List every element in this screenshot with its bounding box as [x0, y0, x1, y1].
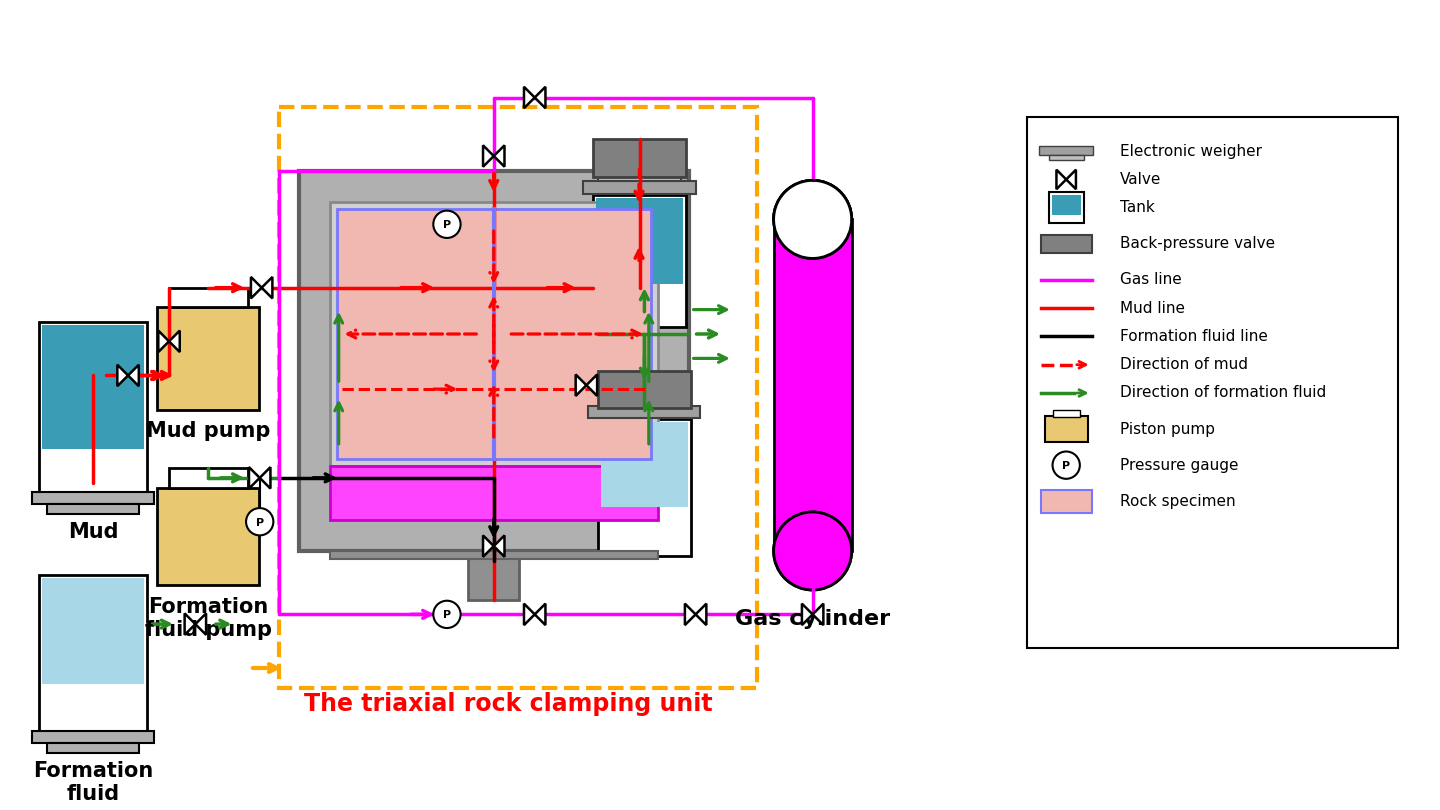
Bar — [600, 422, 688, 507]
Bar — [48, 743, 138, 752]
Text: Formation
fluid: Formation fluid — [33, 761, 153, 804]
Bar — [1045, 416, 1087, 441]
Bar — [468, 551, 518, 599]
Bar — [596, 198, 683, 284]
Polygon shape — [802, 603, 812, 625]
Bar — [589, 406, 700, 418]
Bar — [1051, 195, 1081, 215]
Bar — [48, 504, 138, 514]
Text: Piston pump: Piston pump — [1120, 421, 1215, 437]
Ellipse shape — [773, 512, 851, 590]
Bar — [1053, 410, 1080, 417]
Text: Mud line: Mud line — [1120, 301, 1185, 316]
Bar — [1048, 192, 1084, 224]
Bar — [157, 307, 259, 410]
Bar — [298, 171, 688, 551]
Text: Back-pressure valve: Back-pressure valve — [1120, 237, 1274, 251]
Polygon shape — [158, 330, 168, 352]
Text: P: P — [256, 518, 264, 527]
Circle shape — [433, 211, 461, 238]
Ellipse shape — [773, 181, 851, 258]
Polygon shape — [249, 467, 259, 488]
Polygon shape — [586, 374, 598, 396]
Polygon shape — [128, 364, 138, 386]
Polygon shape — [534, 87, 546, 109]
Bar — [157, 488, 259, 585]
Text: Formation fluid line: Formation fluid line — [1120, 329, 1267, 344]
Polygon shape — [1066, 169, 1076, 190]
Bar — [1048, 155, 1084, 160]
Polygon shape — [773, 181, 851, 220]
Polygon shape — [524, 603, 534, 625]
Polygon shape — [1057, 169, 1066, 190]
Bar — [1041, 489, 1092, 513]
Text: P: P — [1063, 461, 1070, 471]
Text: Direction of formation fluid: Direction of formation fluid — [1120, 386, 1326, 400]
Text: Tank: Tank — [1120, 200, 1155, 215]
Polygon shape — [482, 145, 494, 167]
Bar — [598, 420, 691, 556]
Text: P: P — [444, 611, 451, 620]
Polygon shape — [812, 603, 824, 625]
Polygon shape — [685, 603, 696, 625]
Text: Rock specimen: Rock specimen — [1120, 494, 1236, 509]
Bar — [168, 468, 248, 488]
Circle shape — [1053, 451, 1080, 479]
Polygon shape — [251, 277, 262, 298]
Bar — [773, 220, 851, 551]
Bar — [42, 325, 144, 450]
Polygon shape — [482, 535, 494, 556]
Ellipse shape — [773, 512, 851, 590]
Circle shape — [246, 508, 274, 535]
Text: The triaxial rock clamping unit: The triaxial rock clamping unit — [304, 693, 713, 716]
Bar — [603, 393, 685, 406]
Bar — [330, 202, 658, 466]
Bar — [32, 731, 154, 743]
Bar — [168, 288, 248, 307]
Circle shape — [433, 601, 461, 628]
Bar — [39, 575, 147, 731]
Bar — [598, 370, 691, 407]
Polygon shape — [494, 145, 504, 167]
Bar — [32, 492, 154, 504]
Polygon shape — [262, 277, 272, 298]
Text: Direction of mud: Direction of mud — [1120, 357, 1248, 373]
Bar — [330, 551, 658, 559]
Polygon shape — [184, 613, 196, 635]
Polygon shape — [494, 535, 504, 556]
Text: Gas line: Gas line — [1120, 272, 1182, 288]
Polygon shape — [524, 87, 534, 109]
Text: Pressure gauge: Pressure gauge — [1120, 458, 1238, 473]
Bar — [279, 107, 757, 688]
Text: Electronic weigher: Electronic weigher — [1120, 143, 1261, 159]
Polygon shape — [259, 467, 271, 488]
Polygon shape — [576, 374, 586, 396]
Bar — [598, 168, 681, 181]
Text: P: P — [444, 220, 451, 230]
Bar — [330, 466, 658, 520]
Ellipse shape — [773, 181, 851, 258]
Bar — [583, 181, 696, 194]
Bar — [1038, 147, 1093, 155]
Polygon shape — [196, 613, 206, 635]
Bar — [593, 195, 685, 326]
Text: Gas cylinder: Gas cylinder — [734, 609, 890, 629]
Text: Formation
fluid pump: Formation fluid pump — [144, 597, 272, 640]
Polygon shape — [696, 603, 707, 625]
Bar — [593, 139, 685, 177]
Polygon shape — [168, 330, 180, 352]
Bar — [337, 209, 651, 459]
Text: Mud: Mud — [68, 522, 118, 542]
Text: Valve: Valve — [1120, 172, 1161, 187]
Polygon shape — [117, 364, 128, 386]
Bar — [1041, 235, 1092, 253]
Text: Mud pump: Mud pump — [145, 421, 271, 441]
Polygon shape — [534, 603, 546, 625]
Bar — [39, 322, 147, 492]
Bar — [42, 578, 144, 684]
Bar — [1027, 117, 1398, 649]
